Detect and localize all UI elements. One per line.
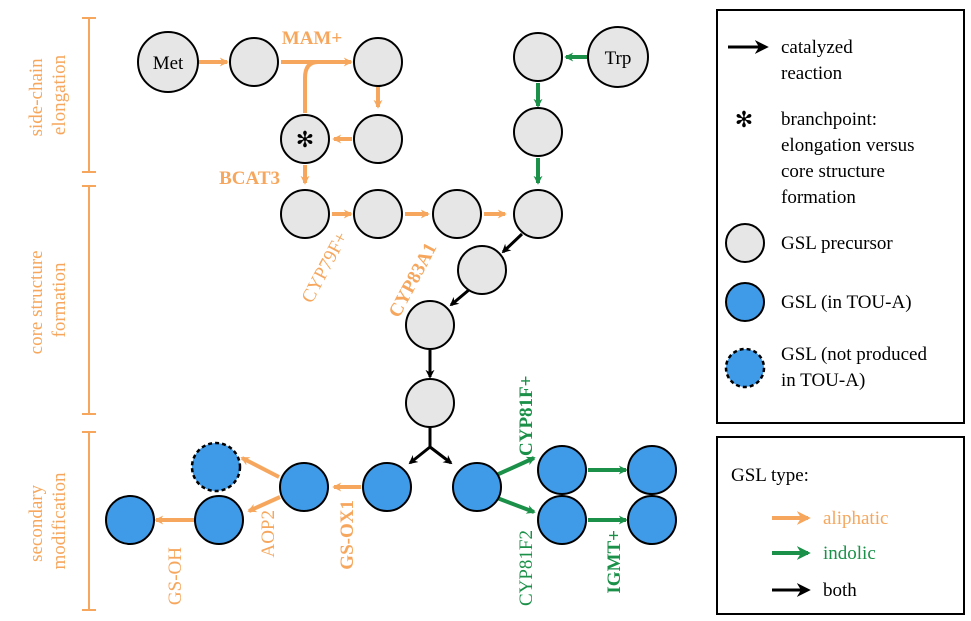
legend-precursor-label: GSL precursor <box>781 233 893 254</box>
gsl-node <box>627 495 677 545</box>
enzyme-cyp81f2: CYP81F2 <box>516 530 537 606</box>
gsl-node <box>452 462 502 512</box>
gsl-node <box>105 495 155 545</box>
branchpoint-icon: ✻ <box>296 127 314 152</box>
legend-catalyzed-label: catalyzed reaction <box>781 37 857 84</box>
enzyme-cyp81f-plus: CYP81F+ <box>516 376 537 456</box>
core-bracket <box>82 185 96 415</box>
enzyme-gsox1: GS-OX1 <box>337 500 358 570</box>
precursor-node <box>513 32 563 82</box>
arrow-split-left <box>408 445 431 465</box>
arrow-to-dashed <box>240 456 280 479</box>
symbol-legend: catalyzed reaction ✻ branchpoint: elonga… <box>716 9 965 424</box>
enzyme-igmt: IGMT+ <box>604 530 625 594</box>
symbol-legend-box <box>716 9 965 424</box>
core-stage-label: core structure formation <box>26 246 70 355</box>
legend-precursor-icon <box>725 223 765 263</box>
aliphatic-arrows <box>154 57 507 525</box>
precursor-node <box>513 107 563 157</box>
gsl-node <box>537 495 587 545</box>
elongation-stage-label: side-chain elongation <box>26 54 70 137</box>
legend-gsl-not-label: GSL (not produced in TOU-A) <box>781 344 932 391</box>
legend-gsl-not-icon <box>724 347 766 389</box>
stage-brackets <box>82 17 96 611</box>
secondary-stage-label: secondary modification <box>26 472 70 570</box>
legend-gsl-label: GSL (in TOU-A) <box>781 292 912 313</box>
trp-label: Trp <box>605 48 632 69</box>
legend-branchpoint-icon: ✻ <box>735 107 753 132</box>
met-label: Met <box>153 53 184 74</box>
precursor-node <box>353 189 403 239</box>
precursor-node <box>353 37 403 87</box>
enzyme-mam: MAM+ <box>282 28 342 49</box>
precursor-node <box>353 114 403 164</box>
gsl-not-produced-node <box>190 441 242 493</box>
precursor-node <box>513 189 563 239</box>
trp-node <box>587 26 649 88</box>
legend-gsl-icon <box>725 282 765 322</box>
gsl-node <box>537 445 587 495</box>
type-legend-box <box>716 436 965 615</box>
gsl-node <box>279 462 329 512</box>
arrow-split-right <box>429 445 453 465</box>
elongation-bracket <box>82 17 96 173</box>
enzyme-gsoh: GS-OH <box>165 547 186 605</box>
gsl-node <box>194 495 244 545</box>
enzyme-cyp79f: CYP79F+ <box>298 228 353 306</box>
legend-branchpoint-label: branchpoint: elongation versus core stru… <box>781 109 919 208</box>
precursor-node <box>280 189 330 239</box>
precursor-node <box>229 37 279 87</box>
type-indolic-label: indolic <box>823 543 876 564</box>
enzyme-aop2: AOP2 <box>258 510 279 558</box>
gsl-node <box>627 445 677 495</box>
type-legend: GSL type: aliphatic indolic both <box>716 436 965 615</box>
precursor-node <box>405 378 455 428</box>
gsl-node <box>362 462 412 512</box>
arrow-cyp81f-plus <box>491 456 536 479</box>
precursor-node <box>457 245 507 295</box>
enzyme-bcat3: BCAT3 <box>219 168 280 189</box>
secondary-bracket <box>82 431 96 611</box>
type-aliphatic-label: aliphatic <box>823 508 888 529</box>
arrow-aop2 <box>247 495 281 513</box>
arrow-c4-to-s1 <box>501 232 524 254</box>
met-node <box>137 31 199 93</box>
stage-labels: side-chain elongation core structure for… <box>26 54 70 570</box>
arrow-branch-curve <box>303 60 319 113</box>
precursor-node <box>432 189 482 239</box>
nodes: Met ✻ Trp <box>105 26 677 545</box>
type-both-label: both <box>823 580 857 601</box>
shared-arrows <box>408 232 524 465</box>
precursor-node <box>405 300 455 350</box>
type-legend-title: GSL type: <box>731 465 809 486</box>
branchpoint-node <box>280 114 330 164</box>
arrow-cyp83a1 <box>449 287 471 307</box>
